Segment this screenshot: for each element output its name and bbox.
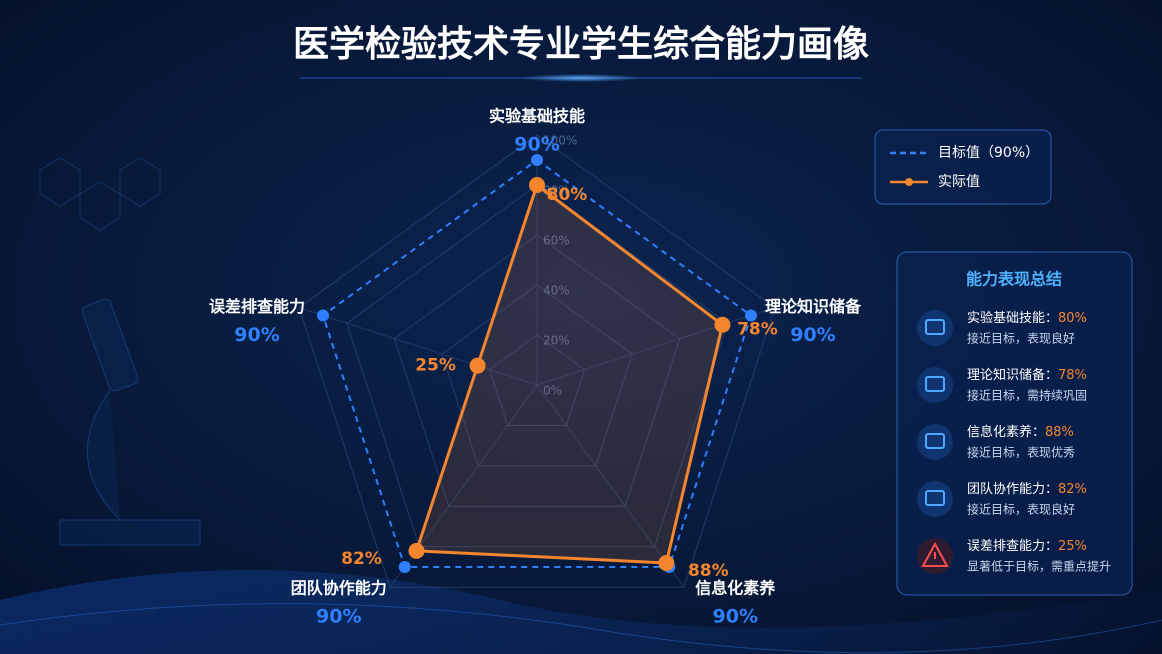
category-label: 实验基础技能 — [489, 107, 585, 126]
summary-item-name: 实验基础技能： — [967, 310, 1058, 326]
summary-icon-bg — [917, 310, 953, 346]
target-value-label: 90% — [790, 324, 835, 346]
summary-icon-bg — [917, 424, 953, 460]
summary-item-label: 信息化素养：88% — [967, 424, 1074, 440]
summary-icon — [925, 433, 945, 449]
data-point — [744, 309, 757, 322]
summary-item-name: 团队协作能力： — [967, 482, 1058, 497]
chart-title: 医学检验技术专业学生综合能力画像 — [293, 23, 869, 65]
summary-item-label: 理论知识储备：78% — [967, 367, 1087, 383]
data-point — [714, 316, 731, 333]
summary-item-value: 80% — [1058, 311, 1087, 326]
target-value-label: 90% — [316, 606, 361, 628]
data-point — [317, 309, 330, 322]
target-polygon — [321, 158, 753, 569]
axis-spoke — [299, 307, 538, 386]
summary-item-name: 信息化素养： — [967, 424, 1045, 440]
decor-microscope — [59, 298, 201, 546]
data-point — [408, 542, 425, 559]
category-label: 信息化素养 — [695, 579, 776, 598]
summary-item-value: 88% — [1045, 425, 1074, 440]
summary-item-note: 接近目标，需持续巩固 — [967, 388, 1087, 403]
legend-marker — [905, 178, 913, 186]
legend: 目标值（90%） 实际值 — [890, 145, 1039, 190]
grid-ring — [346, 184, 728, 548]
legend-label: 实际值 — [938, 174, 980, 190]
data-point — [398, 561, 411, 574]
summary-item-note: 接近目标，表现良好 — [967, 502, 1075, 517]
data-point — [469, 357, 486, 374]
grid-ring — [393, 234, 681, 507]
grid-ring — [441, 284, 633, 467]
summary-item-value: 25% — [1058, 539, 1087, 554]
target-value-label: 90% — [514, 134, 559, 156]
axis-spoke — [536, 384, 685, 588]
data-point — [531, 154, 543, 166]
summary-item-note: 接近目标，表现优秀 — [967, 445, 1075, 460]
category-label: 理论知识储备 — [765, 297, 862, 316]
actual-value-label: 88% — [688, 561, 729, 581]
data-point — [529, 177, 545, 193]
summary-icon — [925, 319, 945, 335]
decor-wave — [0, 570, 1162, 654]
summary-item-note: 显著低于目标，需重点提升 — [967, 559, 1111, 574]
legend-box — [874, 129, 1052, 205]
actual-value-label: 78% — [737, 320, 778, 340]
summary-icon-bg — [917, 481, 953, 517]
axis-spoke — [536, 307, 775, 386]
category-label: 团队协作能力 — [291, 579, 387, 598]
summary-icon — [925, 490, 945, 506]
r-tick-label: 20% — [543, 334, 570, 348]
r-tick-label: 100% — [543, 134, 577, 148]
summary-item-name: 误差排查能力： — [967, 539, 1058, 554]
actual-value-label: 82% — [341, 549, 382, 569]
summary-item-label: 误差排查能力：25% — [967, 539, 1087, 554]
actual-value-label: 25% — [415, 356, 456, 376]
summary-item-label: 实验基础技能：80% — [967, 310, 1087, 326]
summary-item-name: 理论知识储备： — [967, 367, 1058, 383]
r-tick-label: 40% — [543, 284, 570, 298]
summary-item-value: 82% — [1058, 482, 1087, 497]
target-value-label: 90% — [234, 324, 279, 346]
summary-panel — [896, 251, 1133, 596]
category-label: 误差排查能力 — [209, 297, 305, 316]
summary-icon — [925, 376, 945, 392]
summary-icon-bg — [917, 367, 953, 403]
actual-polygon — [414, 182, 725, 565]
summary-item-label: 团队协作能力：82% — [967, 482, 1087, 497]
actual-value-label: 80% — [547, 185, 588, 205]
summary-item-note: 接近目标，表现良好 — [967, 331, 1075, 346]
grid-ring — [488, 334, 586, 426]
radar-chart: 0% 20% 40% 60% 80% 100% 实验基础技能 90% 理论知识储备 90% 信息化素… — [209, 107, 862, 628]
summary-item-value: 78% — [1058, 368, 1087, 383]
target-value-label: 90% — [713, 606, 758, 628]
decor-hexagons — [39, 157, 161, 231]
title-glow — [521, 74, 641, 82]
summary-title: 能力表现总结 — [966, 270, 1062, 289]
grid-ring — [298, 134, 776, 588]
decor-wave-line — [0, 603, 1162, 654]
summary-icon — [921, 541, 949, 567]
r-tick-label: 0% — [543, 384, 562, 398]
r-tick-label: 60% — [543, 234, 570, 248]
data-point — [658, 554, 675, 571]
legend-label: 目标值（90%） — [938, 145, 1039, 161]
